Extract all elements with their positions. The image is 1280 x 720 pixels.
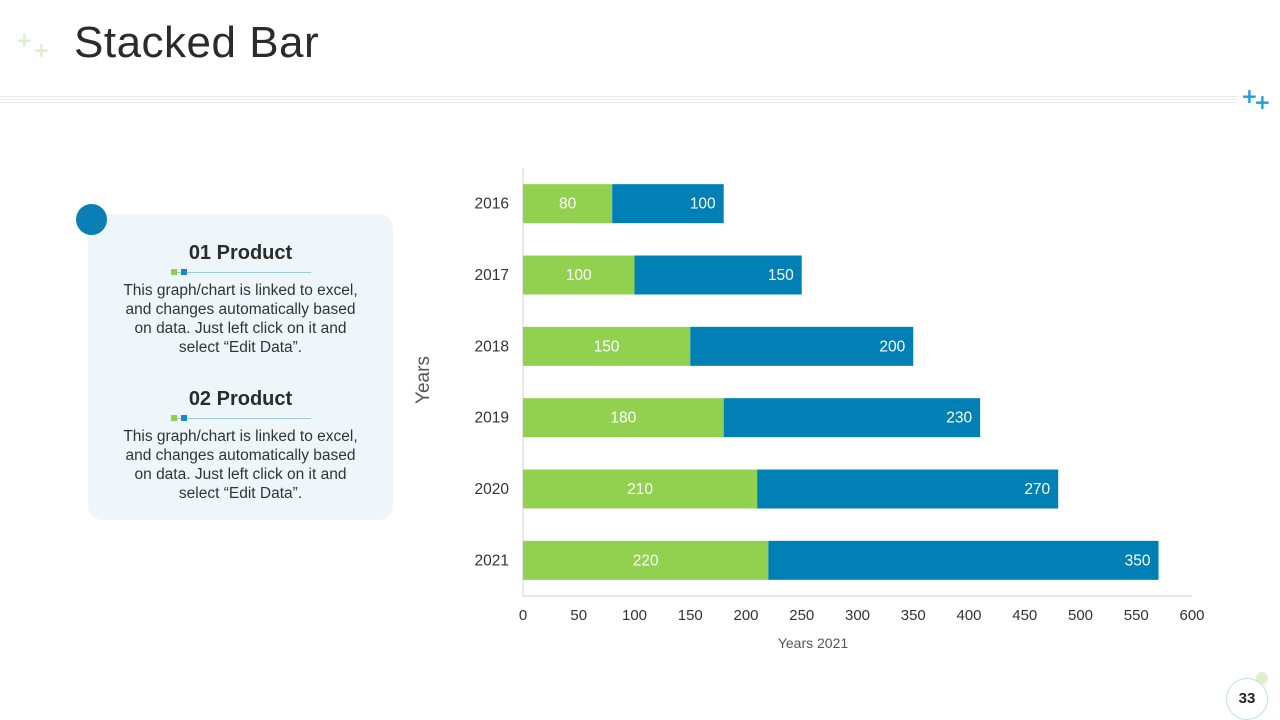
bar-segment	[523, 184, 613, 224]
page-number: 33	[1226, 678, 1268, 720]
bar-segment	[523, 540, 769, 580]
data-label: 100	[690, 196, 716, 213]
data-label: 200	[879, 338, 905, 355]
x-tick-label: 150	[678, 607, 703, 624]
data-label: 100	[566, 267, 592, 284]
x-tick-label: 250	[789, 607, 814, 624]
x-tick-label: 450	[1012, 607, 1037, 624]
x-tick-label: 500	[1068, 607, 1093, 624]
product-title: 02 Product	[188, 388, 293, 410]
y-tick-label: 2020	[475, 481, 510, 498]
bar-segment	[612, 184, 724, 224]
y-axis-label: Years	[413, 356, 434, 404]
bar-segment	[634, 255, 802, 295]
data-label: 180	[610, 410, 636, 427]
data-label: 230	[946, 410, 972, 427]
data-label: 150	[768, 267, 794, 284]
data-label: 220	[633, 552, 659, 569]
x-tick-label: 550	[1124, 607, 1149, 624]
y-tick-label: 2018	[475, 338, 509, 355]
product-description: This graph/chart is linked to excel, and…	[123, 428, 358, 502]
x-tick-label: 0	[519, 607, 527, 624]
x-tick-label: 100	[622, 607, 647, 624]
y-tick-label: 2017	[475, 267, 509, 284]
decorative-plus-icon: +	[16, 28, 33, 52]
x-tick-label: 50	[570, 607, 587, 624]
bar-segment	[757, 469, 1059, 509]
product-description: This graph/chart is linked to excel, and…	[123, 282, 358, 356]
page-title: Stacked Bar	[74, 18, 320, 67]
bar-segment	[523, 255, 635, 295]
data-label: 80	[559, 196, 577, 213]
bar-segment	[523, 326, 691, 366]
y-tick-label: 2016	[475, 196, 509, 213]
x-tick-label: 400	[956, 607, 981, 624]
bar-segment	[768, 540, 1159, 580]
x-axis-label: Years 2021	[778, 635, 849, 651]
header-divider	[0, 96, 1238, 106]
bar-segment	[523, 469, 758, 509]
title-divider	[170, 415, 311, 421]
y-tick-label: 2021	[475, 552, 509, 569]
x-tick-label: 350	[901, 607, 926, 624]
bar-segment	[723, 398, 981, 438]
data-label: 150	[594, 338, 620, 355]
info-card: 01 Product This graph/chart is linked to…	[88, 214, 393, 520]
product-block: 02 Product This graph/chart is linked to…	[88, 388, 393, 503]
bar-segment	[523, 398, 724, 438]
decorative-plus-icon: +	[1241, 84, 1258, 108]
card-accent-dot	[76, 204, 107, 235]
bar-segment	[690, 326, 914, 366]
decorative-plus-icon: +	[1254, 90, 1271, 114]
product-title: 01 Product	[188, 242, 293, 264]
x-tick-label: 300	[845, 607, 870, 624]
product-block: 01 Product This graph/chart is linked to…	[88, 242, 393, 357]
data-label: 350	[1125, 552, 1151, 569]
x-tick-label: 600	[1179, 607, 1204, 624]
y-tick-label: 2019	[475, 410, 509, 427]
data-label: 210	[627, 481, 653, 498]
decorative-plus-icon: +	[33, 38, 50, 62]
title-divider	[170, 269, 311, 275]
x-tick-label: 200	[733, 607, 758, 624]
data-label: 270	[1024, 481, 1050, 498]
